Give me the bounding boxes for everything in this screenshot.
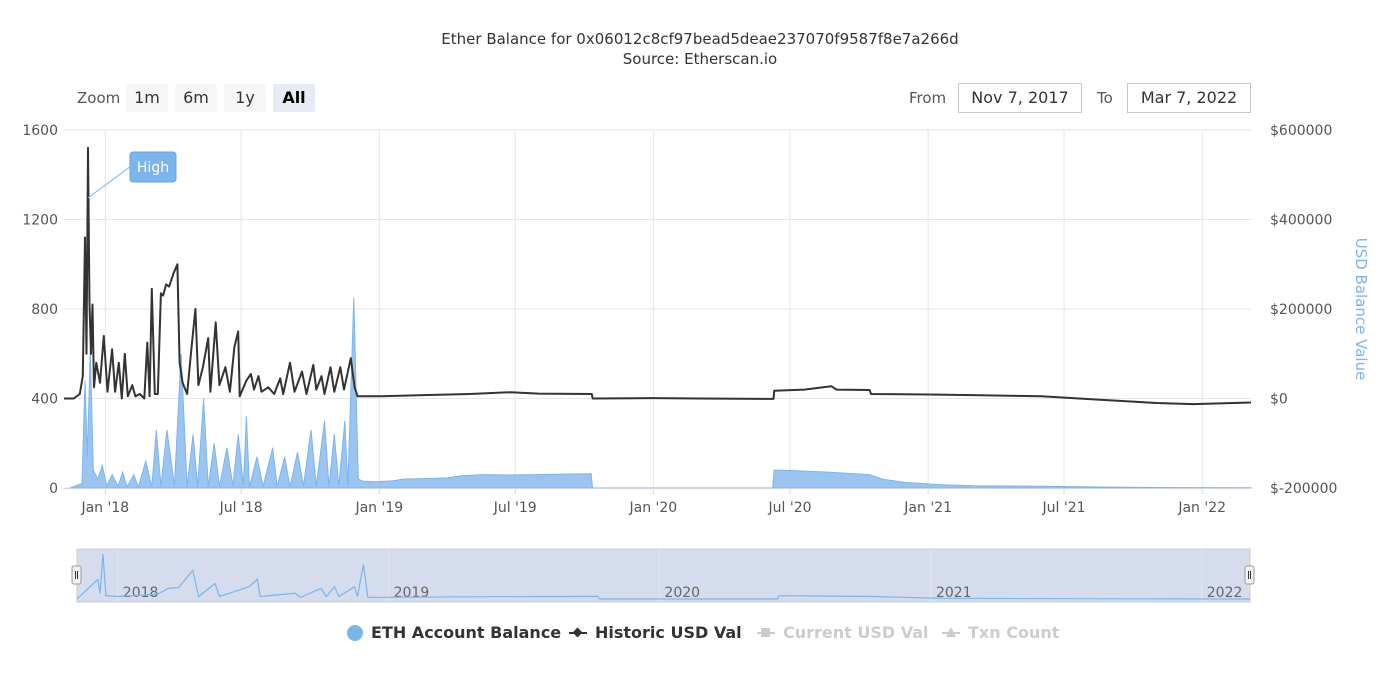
right-tick-label: $0 bbox=[1270, 392, 1288, 408]
legend-label: Txn Count bbox=[968, 623, 1060, 642]
zoom-all-button[interactable]: All bbox=[273, 84, 315, 112]
high-annotation: High bbox=[87, 151, 177, 199]
zoom-6m-button[interactable]: 6m bbox=[175, 84, 217, 112]
right-tick-label: $-200000 bbox=[1270, 481, 1337, 497]
zoom-1m-button[interactable]: 1m bbox=[126, 84, 168, 112]
y-tick-label: 0 bbox=[49, 481, 58, 497]
historic-usd-line bbox=[64, 146, 1252, 406]
y-tick-label: 800 bbox=[31, 302, 58, 318]
to-date-input[interactable] bbox=[1127, 83, 1251, 113]
navigator-year-label: 2022 bbox=[1207, 585, 1243, 601]
eth-balance-series[interactable] bbox=[69, 297, 1252, 489]
x-tick-label: Jan '22 bbox=[1177, 500, 1226, 516]
y-tick-label: 1600 bbox=[22, 123, 58, 139]
legend-label: Historic USD Val bbox=[595, 623, 742, 642]
legend-label: ETH Account Balance bbox=[371, 623, 562, 642]
x-tick-label: Jan '20 bbox=[629, 500, 678, 516]
navigator-year-label: 2018 bbox=[123, 585, 159, 601]
zoom-label: Zoom bbox=[77, 89, 121, 107]
from-label: From bbox=[909, 89, 947, 107]
legend-line-diamond-icon bbox=[569, 627, 587, 638]
annotation-box bbox=[129, 151, 177, 183]
from-date-input[interactable] bbox=[958, 83, 1082, 113]
y-tick-label: 400 bbox=[31, 392, 58, 408]
legend-circle-icon bbox=[347, 625, 363, 641]
navigator-series-line bbox=[76, 553, 1251, 600]
navigator-year-label: 2019 bbox=[394, 585, 430, 601]
right-axis-title: USD Balance Value bbox=[1352, 238, 1370, 381]
x-tick-label: Jul '21 bbox=[1042, 500, 1086, 516]
navigator-year-label: 2020 bbox=[664, 585, 700, 601]
chart-title: Ether Balance for 0x06012c8cf97bead5deae… bbox=[441, 30, 959, 48]
navigator-left-handle[interactable] bbox=[71, 565, 82, 585]
to-label: To bbox=[1097, 89, 1113, 107]
x-tick-label: Jul '18 bbox=[219, 500, 263, 516]
legend-label: Current USD Val bbox=[783, 623, 929, 642]
navigator-mask bbox=[76, 548, 1251, 603]
x-tick-label: Jan '18 bbox=[80, 500, 129, 516]
legend-line-triangle-icon bbox=[942, 627, 960, 637]
right-tick-label: $600000 bbox=[1270, 123, 1332, 139]
axes: 0 400 800 1200 1600 $-200000 $0 $200000 $400000 $… bbox=[22, 123, 1370, 516]
chart-subtitle: Source: Etherscan.io bbox=[622, 50, 778, 68]
y-tick-label: 1200 bbox=[22, 213, 58, 229]
right-tick-label: $200000 bbox=[1270, 302, 1332, 318]
legend-line-square-icon bbox=[757, 628, 775, 637]
navigator[interactable]: 2018 2019 2020 2021 2022 bbox=[71, 548, 1255, 603]
x-tick-label: Jan '21 bbox=[903, 500, 952, 516]
x-tick-label: Jan '19 bbox=[354, 500, 403, 516]
navigator-year-label: 2021 bbox=[936, 585, 972, 601]
annotation-label: High bbox=[137, 160, 169, 176]
navigator-right-handle[interactable] bbox=[1244, 565, 1255, 585]
zoom-1y-button[interactable]: 1y bbox=[224, 84, 266, 112]
grid-lines bbox=[64, 129, 1251, 489]
x-tick-label: Jul '20 bbox=[768, 500, 812, 516]
eth-balance-area bbox=[69, 297, 1252, 489]
x-tick-label: Jul '19 bbox=[493, 500, 537, 516]
right-tick-label: $400000 bbox=[1270, 213, 1332, 229]
historic-usd-series[interactable] bbox=[64, 146, 1252, 406]
annotation-connector bbox=[87, 165, 132, 199]
